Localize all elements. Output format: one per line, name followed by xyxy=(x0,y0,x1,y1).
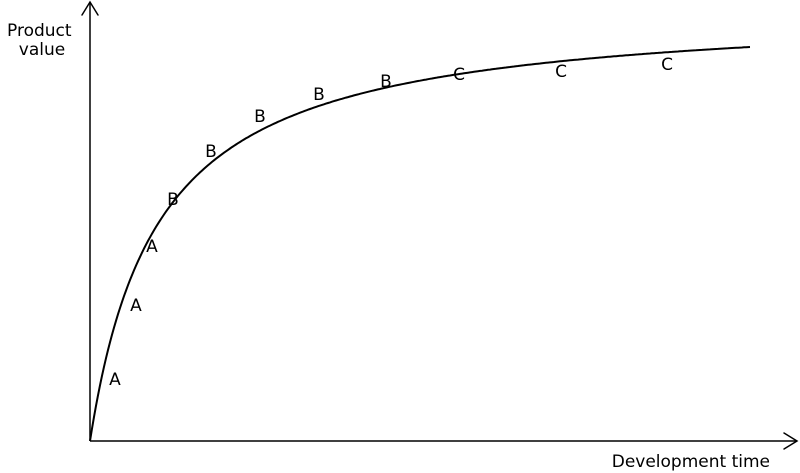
curve-label-c: C xyxy=(555,62,567,82)
y-axis-arrow-icon xyxy=(81,0,99,16)
y-axis-title-line-2: value xyxy=(19,40,65,60)
curve-label-b: B xyxy=(313,85,325,105)
curve-label-b: B xyxy=(167,190,179,210)
curve-label-b: B xyxy=(205,142,217,162)
curve-label-a: A xyxy=(130,296,142,316)
y-axis-title-line-1: Product xyxy=(7,21,72,41)
curve-label-c: C xyxy=(453,65,465,85)
curve-label-c: C xyxy=(661,55,673,75)
y-axis-title: Product value xyxy=(7,21,77,60)
curve-label-a: A xyxy=(146,237,158,257)
value-curve xyxy=(89,46,751,442)
x-axis-arrow-icon xyxy=(783,432,799,450)
curve-label-b: B xyxy=(380,72,392,92)
x-axis-title: Development time xyxy=(612,452,770,472)
curve-label-b: B xyxy=(254,107,266,127)
curve-labels: A A A B B B B B C C C xyxy=(109,55,673,390)
curve-label-a: A xyxy=(109,370,121,390)
